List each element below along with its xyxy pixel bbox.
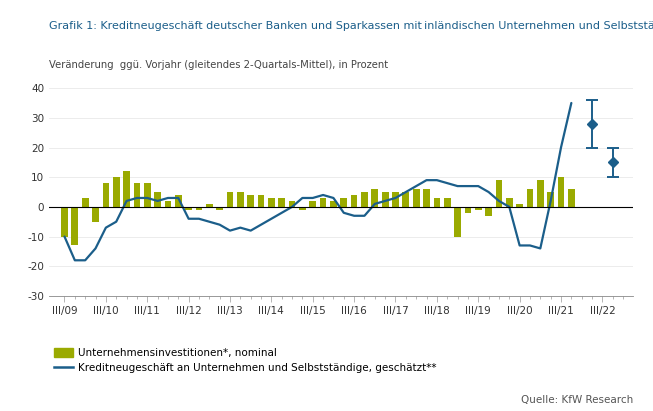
Bar	[485, 207, 492, 216]
Bar	[123, 171, 130, 207]
Bar	[413, 189, 419, 207]
Bar	[133, 183, 140, 207]
Bar	[361, 192, 368, 207]
Bar	[444, 198, 451, 207]
Bar	[206, 204, 213, 207]
Text: Grafik 1: Kreditneugeschäft deutscher Banken und Sparkassen mit inländischen Unt: Grafik 1: Kreditneugeschäft deutscher Ba…	[49, 21, 653, 31]
Bar	[330, 201, 337, 207]
Bar	[475, 207, 482, 210]
Bar	[61, 207, 68, 237]
Bar	[464, 207, 471, 213]
Bar	[216, 207, 223, 210]
Text: Veränderung  ggü. Vorjahr (gleitendes 2-Quartals-Mittel), in Prozent: Veränderung ggü. Vorjahr (gleitendes 2-Q…	[49, 60, 388, 70]
Bar	[237, 192, 244, 207]
Bar	[258, 195, 264, 207]
Bar	[372, 189, 378, 207]
Bar	[506, 198, 513, 207]
Bar	[537, 180, 544, 207]
Bar	[299, 207, 306, 210]
Bar	[526, 189, 534, 207]
Bar	[144, 183, 151, 207]
Bar	[82, 198, 89, 207]
Bar	[165, 201, 171, 207]
Bar	[402, 192, 409, 207]
Bar	[434, 198, 440, 207]
Bar	[423, 189, 430, 207]
Bar	[92, 207, 99, 222]
Bar	[392, 192, 399, 207]
Bar	[382, 192, 389, 207]
Bar	[568, 189, 575, 207]
Bar	[310, 201, 316, 207]
Bar	[175, 195, 182, 207]
Bar	[278, 198, 285, 207]
Bar	[496, 180, 502, 207]
Legend: Unternehmensinvestitionen*, nominal, Kreditneugeschäft an Unternehmen und Selbst: Unternehmensinvestitionen*, nominal, Kre…	[54, 348, 437, 373]
Bar	[71, 207, 78, 245]
Text: Quelle: KfW Research: Quelle: KfW Research	[521, 395, 633, 405]
Bar	[320, 198, 326, 207]
Bar	[351, 195, 357, 207]
Bar	[558, 177, 564, 207]
Bar	[247, 195, 254, 207]
Bar	[154, 192, 161, 207]
Bar	[113, 177, 119, 207]
Bar	[547, 192, 554, 207]
Bar	[268, 198, 275, 207]
Bar	[185, 207, 192, 210]
Bar	[517, 204, 523, 207]
Bar	[289, 201, 295, 207]
Bar	[454, 207, 461, 237]
Bar	[227, 192, 233, 207]
Bar	[340, 198, 347, 207]
Bar	[103, 183, 109, 207]
Bar	[196, 207, 202, 210]
